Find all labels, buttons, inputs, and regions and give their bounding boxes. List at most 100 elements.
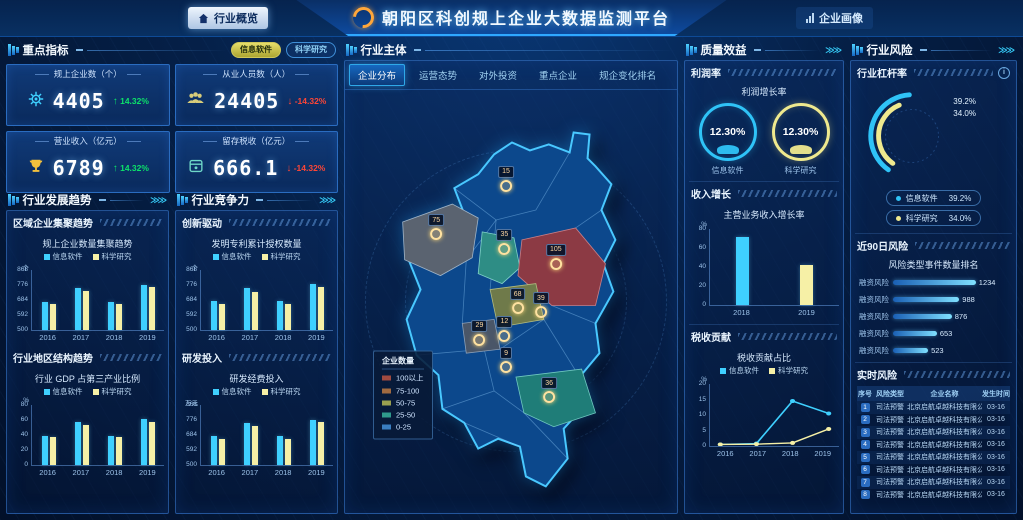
tab-规企变化排名[interactable]: 规企变化排名 xyxy=(599,71,657,82)
map-marker[interactable]: 15 xyxy=(498,165,514,192)
chart-plot: 个 868 776 684 592 500 xyxy=(180,265,333,333)
legend-label: 100以上 xyxy=(396,373,424,383)
legend-label: 信息软件 xyxy=(52,387,83,396)
line-decoration xyxy=(764,49,820,51)
table-row[interactable]: 5 司法预警北京启航卓越科技有限公司 03-16 xyxy=(857,451,1010,464)
table-row[interactable]: 6 司法预警北京启航卓越科技有限公司 03-16 xyxy=(857,464,1010,477)
axis-tick: 2018 xyxy=(105,468,123,477)
profit-chart-title: 利润增长率 xyxy=(741,87,787,97)
legend-item: 信息软件 xyxy=(212,251,252,262)
trophy-icon xyxy=(27,157,45,180)
home-icon xyxy=(198,13,209,23)
axis-tick: 2019 xyxy=(139,333,156,342)
hatch-decoration xyxy=(229,354,331,361)
table-row[interactable]: 8 司法预警北京启航卓越科技有限公司 03-16 xyxy=(857,489,1010,502)
map-panel: 企业分布 运营态势 对外投资 重点企业 规企变化排名 xyxy=(344,60,678,514)
bar-group xyxy=(140,418,155,465)
bar xyxy=(115,437,122,465)
hatch-decoration xyxy=(100,219,162,226)
toggle-科学研究[interactable]: 科学研究 xyxy=(286,42,336,58)
bar xyxy=(82,424,89,465)
subsection-header: 研发投入 xyxy=(176,346,337,367)
nav-industry-overview-label: 行业概览 xyxy=(214,13,258,25)
profit-gauge: 12.30% 信息软件 xyxy=(698,103,757,176)
bar xyxy=(218,303,225,330)
bar xyxy=(218,439,225,465)
hatch-decoration xyxy=(738,190,837,197)
chart-region-cluster: 规上企业数量集聚趋势 信息软件 科学研究个 868 776 684 592 500 2016 20… xyxy=(7,232,168,346)
time-cell: 03-16 xyxy=(987,478,1005,486)
info-icon[interactable]: i xyxy=(998,66,1010,79)
bar xyxy=(309,284,316,330)
time-cell: 03-16 xyxy=(987,403,1005,411)
toggle-信息软件[interactable]: 信息软件 xyxy=(231,42,281,58)
line-decoration xyxy=(109,199,145,201)
seq-badge: 8 xyxy=(860,490,870,500)
company-cell: 北京启航卓越科技有限公司 xyxy=(907,479,982,487)
table-row[interactable]: 7 司法预警北京启航卓越科技有限公司 03-16 xyxy=(857,476,1010,489)
table-row[interactable]: 2 司法预警北京启航卓越科技有限公司 03-16 xyxy=(857,414,1010,427)
table-row[interactable]: 4 司法预警北京启航卓越科技有限公司 03-16 xyxy=(857,439,1010,452)
tab-企业分布[interactable]: 企业分布 xyxy=(349,64,406,86)
more-arrows-icon[interactable] xyxy=(996,45,1015,56)
section-bars-icon xyxy=(852,44,863,56)
company-cell: 北京启航卓越科技有限公司 xyxy=(907,466,982,474)
map-marker[interactable]: 105 xyxy=(545,243,566,270)
nav-enterprise-portrait[interactable]: 企业画像 xyxy=(796,7,873,29)
chart-legend: 信息软件 科学研究 xyxy=(180,386,333,397)
chart-legend: 信息软件 科学研究 xyxy=(180,251,333,262)
bar-group xyxy=(74,421,89,465)
map-region-36[interactable] xyxy=(515,368,596,428)
table-row[interactable]: 1 司法预警北京启航卓越科技有限公司 03-16 xyxy=(857,401,1010,414)
tax-subheader: 税收贡献 xyxy=(685,325,843,346)
more-arrows-icon[interactable] xyxy=(823,45,842,56)
tab-运营态势[interactable]: 运营态势 xyxy=(419,71,458,82)
map-region-105[interactable] xyxy=(517,227,606,306)
map-marker[interactable]: 75 xyxy=(428,214,445,241)
map-marker[interactable]: 39 xyxy=(532,292,549,319)
more-arrows-icon[interactable] xyxy=(148,195,167,206)
legend-swatch xyxy=(382,424,391,430)
plot-area xyxy=(709,384,839,447)
realtime-risk-table: 序号风险类型企业名称发生时间1司法预警北京启航卓越科技有限公司03-162司法预… xyxy=(857,386,1010,501)
map-marker[interactable]: 29 xyxy=(471,319,488,346)
axis-tick: 2016 xyxy=(208,468,225,477)
chart-title: 税收贡献占比 xyxy=(736,353,791,363)
axis-tick: 60 xyxy=(698,244,706,251)
more-arrows-icon[interactable] xyxy=(317,195,336,206)
tab-重点企业[interactable]: 重点企业 xyxy=(539,71,578,82)
bar xyxy=(317,421,324,465)
subsection-title: 利润率 xyxy=(691,69,721,80)
risk-bar xyxy=(893,331,937,336)
marker-value: 68 xyxy=(509,288,526,301)
map-legend-title: 企业数量 xyxy=(382,355,424,370)
tab-对外投资[interactable]: 对外投资 xyxy=(479,71,518,82)
map-marker[interactable]: 9 xyxy=(500,347,513,374)
seq-cell: 8 xyxy=(857,490,873,500)
axis-tick: 2019 xyxy=(814,449,832,458)
subsection-header: 创新驱动 xyxy=(176,211,337,232)
map-region-75[interactable] xyxy=(402,203,479,277)
y-axis: 个 868 776 684 592 500 xyxy=(180,265,200,333)
risk-type-cell: 司法预警 xyxy=(876,429,904,437)
hatch-decoration xyxy=(728,69,837,76)
bar xyxy=(74,421,81,465)
table-row[interactable]: 3 司法预警北京启航卓越科技有限公司 03-16 xyxy=(857,426,1010,439)
hatch-decoration xyxy=(229,219,331,226)
company-cell: 北京启航卓越科技有限公司 xyxy=(907,491,982,499)
axis-tick: 2017 xyxy=(72,468,90,477)
map-marker[interactable]: 68 xyxy=(509,288,526,315)
bar xyxy=(284,438,291,465)
nav-industry-overview[interactable]: 行业概览 xyxy=(188,7,268,29)
competitiveness-column: 行业竞争力 创新驱动 发明专利累计授权数量信息软件科学研究个8687766845… xyxy=(175,190,338,514)
map-marker[interactable]: 12 xyxy=(496,315,513,342)
axis-tick: 868 xyxy=(186,401,197,408)
map-marker[interactable]: 35 xyxy=(496,228,513,255)
main-content: 重点指标 信息软件 科学研究 规上企业数（个） 4405 ↑ 14.32% 从业人员数（… xyxy=(6,40,1017,514)
risk-bar-row: 融资风险 988 xyxy=(859,294,1008,305)
map-marker[interactable]: 36 xyxy=(541,377,558,404)
legend-swatch xyxy=(92,253,99,260)
marker-pin-icon xyxy=(498,329,511,342)
line-decoration xyxy=(424,49,676,51)
chart-plot: % 20 15 10 5 0 xyxy=(689,376,839,449)
